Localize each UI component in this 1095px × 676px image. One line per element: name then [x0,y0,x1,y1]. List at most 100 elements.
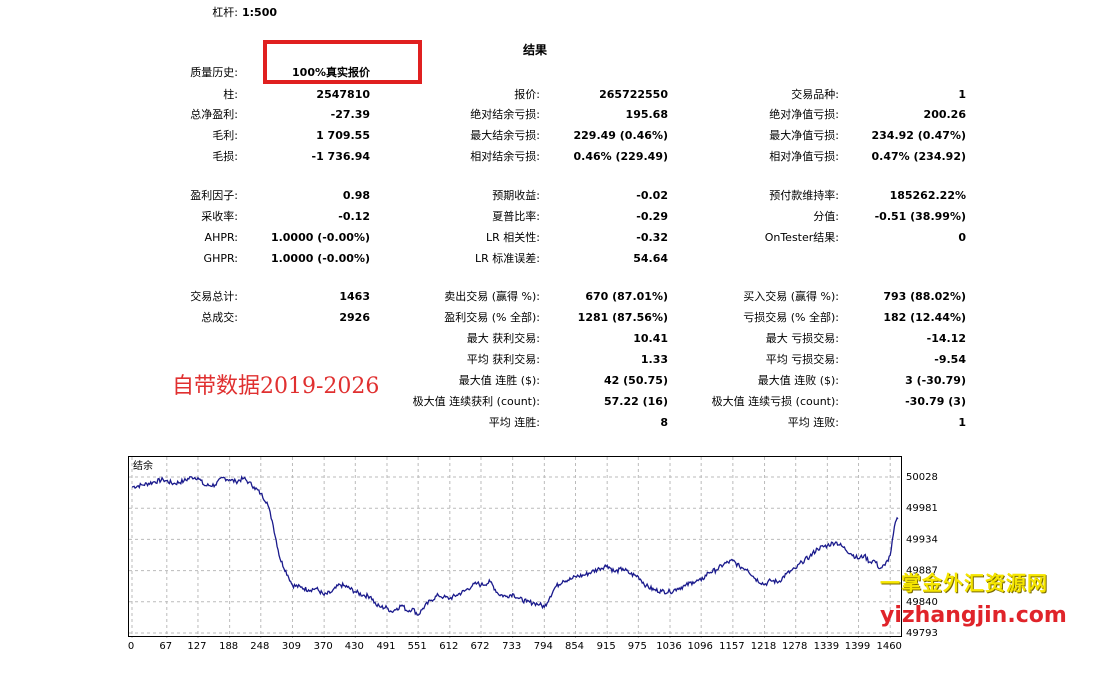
balance-chart: 结余 [128,456,903,638]
results-title: 结果 [522,43,547,57]
stat-value: -0.32 [636,231,668,244]
x-tick-label: 309 [282,641,301,652]
stat-label: 最大净值亏损: [769,129,839,142]
x-tick-label: 733 [502,641,521,652]
stat-value: 1.33 [640,353,668,366]
stat-value: 1 [958,416,966,429]
x-tick-label: 1278 [782,641,807,652]
stat-label: 最大 获利交易: [466,332,540,345]
stat-value: 229.49 (0.46%) [573,129,669,142]
y-tick-label: 49981 [906,503,938,514]
date-range-annotation: 自带数据2019-2026 [172,374,380,399]
x-tick-label: 672 [470,641,489,652]
stat-value: 670 (87.01%) [585,290,668,303]
stat-value: 195.68 [625,108,668,121]
stat-value: 2547810 [316,88,370,101]
stat-label: 绝对结余亏损: [470,108,540,121]
x-tick-label: 248 [250,641,269,652]
x-tick-label: 127 [187,641,206,652]
stat-label: 夏普比率: [492,210,540,223]
x-tick-label: 430 [345,641,364,652]
x-tick-label: 551 [408,641,427,652]
leverage-value: 1:500 [242,6,278,19]
quality-value: 100%真实报价 [292,66,370,79]
stat-value: 793 (88.02%) [883,290,966,303]
x-tick-label: 67 [159,641,172,652]
stat-label: 预期收益: [492,189,540,202]
leverage-label: 杠杆: [212,6,238,19]
stat-label: 最大结余亏损: [470,129,540,142]
x-tick-label: 1399 [845,641,870,652]
stat-label: 绝对净值亏损: [769,108,839,121]
stat-value: -0.12 [338,210,370,223]
stat-value: 1281 (87.56%) [577,311,668,324]
watermark-url: yizhangjin.com [880,603,1067,628]
stat-value: 265722550 [599,88,668,101]
stat-value: -1 736.94 [311,150,371,163]
stat-label: 买入交易 (赢得 %): [743,290,839,303]
watermark-title: 一掌金外汇资源网 [880,571,1048,595]
y-tick-label: 49934 [906,534,938,545]
stat-label: 亏损交易 (% 全部): [743,311,839,324]
stat-label: 极大值 连续获利 (count): [412,395,540,408]
stat-value: 10.41 [633,332,668,345]
stat-label: 卖出交易 (赢得 %): [444,290,540,303]
stat-value: 3 (-30.79) [905,374,966,387]
stat-label: 毛利: [212,129,238,142]
stat-label: 平均 亏损交易: [765,353,839,366]
stat-value: 1.0000 (-0.00%) [270,252,370,265]
x-tick-label: 1339 [814,641,839,652]
stat-value: -30.79 (3) [905,395,966,408]
y-tick-label: 49793 [906,628,938,639]
stat-label: 相对结余亏损: [470,150,540,163]
x-tick-label: 915 [597,641,616,652]
stat-label: GHPR: [203,252,238,265]
stat-value: 182 (12.44%) [883,311,966,324]
stat-label: 最大值 连败 ($): [757,374,839,387]
y-tick-label: 50028 [906,472,938,483]
x-tick-label: 188 [219,641,238,652]
stat-value: -27.39 [330,108,370,121]
x-tick-label: 370 [314,641,333,652]
x-tick-label: 0 [128,641,134,652]
stat-value: 1 709.55 [316,129,370,142]
stat-value: 0.47% (234.92) [871,150,967,163]
stat-value: -0.29 [636,210,668,223]
stat-value: 0.98 [342,189,370,202]
stat-label: 平均 获利交易: [466,353,540,366]
stat-value: 1.0000 (-0.00%) [270,231,370,244]
stat-value: 200.26 [923,108,966,121]
stat-value: 185262.22% [889,189,966,202]
x-tick-label: 1036 [656,641,681,652]
stat-label: 盈利因子: [190,189,238,202]
stat-value: -0.51 (38.99%) [874,210,966,223]
stat-label: 柱: [223,88,238,101]
stat-value: 1463 [339,290,370,303]
stat-value: 8 [660,416,668,429]
x-tick-label: 1157 [719,641,744,652]
stat-label: 交易品种: [791,88,839,101]
stat-label: 预付款维持率: [769,189,839,202]
stat-value: 54.64 [633,252,668,265]
stat-value: -9.54 [934,353,966,366]
stat-value: 42 (50.75) [604,374,668,387]
stat-value: 0.46% (229.49) [573,150,669,163]
stat-label: 报价: [514,88,540,101]
stat-label: 采收率: [201,210,238,223]
balance-series-line [131,474,899,616]
x-tick-label: 1218 [751,641,776,652]
chart-title: 结余 [133,459,153,472]
x-tick-label: 794 [534,641,553,652]
stat-value: 1 [958,88,966,101]
x-tick-label: 1096 [687,641,712,652]
balance-chart-svg: 结余 [129,457,903,638]
stat-label: OnTester结果: [764,231,839,244]
stat-value: 2926 [339,311,370,324]
stat-label: 极大值 连续亏损 (count): [711,395,839,408]
stat-value: -14.12 [926,332,966,345]
stat-label: 相对净值亏损: [769,150,839,163]
stat-label: 平均 连败: [787,416,839,429]
stat-label: 总成交: [201,311,238,324]
highlight-box [263,40,422,84]
stat-label: 盈利交易 (% 全部): [444,311,540,324]
